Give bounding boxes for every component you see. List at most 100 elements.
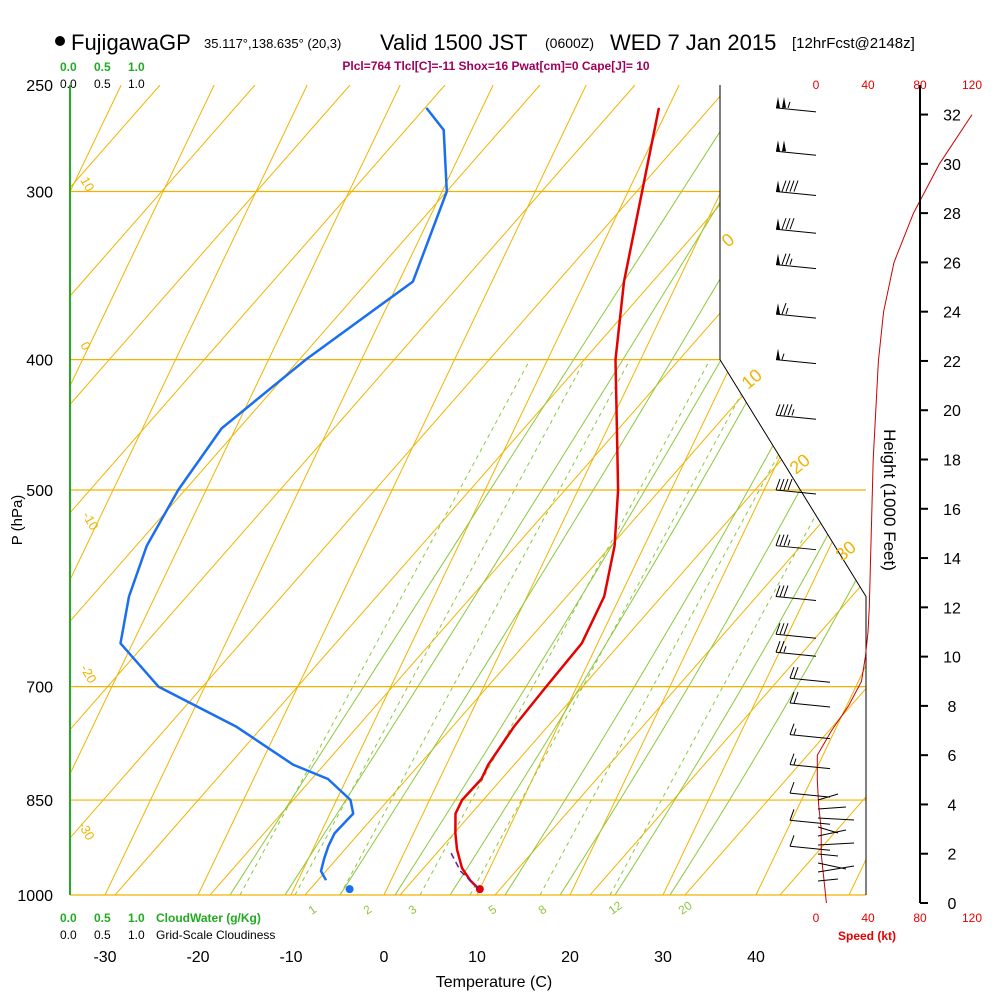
wind-barb-staff (789, 734, 831, 740)
height-tick-label: 2 (948, 847, 957, 864)
speed-tick-label-bottom: 40 (861, 911, 875, 925)
wind-barb-feather (779, 404, 785, 416)
wind-barb-pennant (776, 140, 780, 152)
wind-barb-feather (789, 835, 795, 847)
wind-barb (789, 691, 831, 708)
speed-tick-label-top: 0 (813, 78, 820, 92)
wind-barb-half-feather (793, 758, 797, 765)
cloudiness-top-tick-0: 0.0 (60, 77, 77, 91)
dry-adiabat (970, 85, 1000, 895)
wind-barb (775, 641, 817, 657)
parcel-trace (450, 852, 480, 890)
wind-barb-half-feather (793, 728, 797, 735)
wind-barb-staff (775, 633, 817, 639)
height-tick-label: 22 (943, 354, 961, 371)
isotherm-label: 10 (77, 174, 97, 194)
cloudwater-top-tick-0: 0.0 (60, 60, 77, 74)
cloudiness-label: Grid-Scale Cloudiness (156, 928, 275, 942)
wind-barb-low-level (817, 793, 839, 801)
wind-barb-feather (779, 585, 785, 597)
temperature-tick-label: -10 (279, 949, 302, 966)
wind-barb (789, 753, 831, 770)
dewpoint-profile (119, 107, 449, 881)
wind-barb-low-level (817, 842, 855, 846)
wind-barb-feather (775, 478, 781, 491)
wind-barb-feather (779, 478, 785, 491)
wind-barb-staff (775, 596, 817, 602)
cloudiness-top-tick-1: 0.5 (94, 77, 111, 91)
wind-barb-staff (789, 764, 831, 770)
pressure-tick-label: 700 (26, 680, 53, 697)
wind-barb (789, 781, 831, 798)
cloudwater-top-tick-1: 0.5 (94, 60, 111, 74)
wind-barb-feather (781, 180, 787, 192)
cloudiness-bottom-tick-1: 0.5 (94, 928, 111, 942)
wind-barb-feather (775, 404, 781, 416)
wind-barb-pennant (782, 96, 786, 108)
isotherm-label: 30 (832, 537, 860, 565)
x-axis-title: Temperature (C) (436, 974, 552, 991)
station-marker-icon (55, 36, 65, 46)
wind-barb-feather (785, 180, 791, 192)
dry-adiabat (589, 85, 866, 895)
wind-barb (775, 180, 817, 197)
wind-barb (775, 348, 817, 365)
wind-barb (789, 835, 831, 851)
wind-barb-feather (793, 691, 799, 704)
wind-barb-feather (783, 585, 789, 597)
wind-barb (775, 253, 817, 270)
mixing-ratio-label: 1 (306, 902, 320, 917)
temperature-tick-label: 40 (747, 949, 765, 966)
wind-barb (775, 534, 817, 551)
isotherm (755, 85, 866, 895)
y-axis-title: P (hPa) (9, 495, 26, 546)
wind-barb-feather (789, 781, 795, 794)
isotherm-label: -30 (75, 819, 97, 843)
mixing-ratio-line (239, 359, 531, 895)
wind-barb-feather (789, 180, 795, 192)
wind-barb-feather (779, 623, 785, 635)
wind-barb-low-level (817, 853, 839, 857)
valid-time: Valid 1500 JST (380, 30, 528, 55)
stability-indices: Plcl=764 Tlcl[C]=-11 Shox=16 Pwat[cm]=0 … (342, 59, 649, 73)
height-axis-title: Height (1000 Feet) (880, 429, 899, 571)
temperature-tick-label: -30 (93, 949, 116, 966)
height-tick-label: 30 (943, 157, 961, 174)
speed-tick-label-top: 40 (861, 78, 875, 92)
wind-barb-staff (789, 819, 831, 825)
wind-barb-feather (775, 641, 781, 653)
speed-tick-label-top: 120 (962, 78, 982, 92)
station-coords: 35.117°,138.635° (20,3) (204, 36, 341, 51)
mixing-ratio-label: 2 (361, 902, 375, 917)
cloudwater-bottom-tick-1: 0.5 (94, 911, 111, 925)
wind-barb-staff (775, 359, 817, 365)
height-tick-label: 10 (943, 650, 961, 667)
wind-barb-half-feather (785, 307, 789, 315)
height-tick-label: 4 (948, 797, 957, 814)
wind-speed-profile (816, 114, 973, 904)
wind-barb (775, 218, 817, 234)
wind-barb (789, 809, 831, 825)
wind-panel: 0040408080120120 (775, 78, 982, 925)
pressure-tick-label: 500 (26, 483, 53, 500)
temperature-profile (454, 107, 661, 890)
wind-barb-feather (783, 623, 789, 635)
height-tick-label: 6 (948, 748, 957, 765)
wind-barb-low-level (817, 817, 855, 821)
cloudiness-bottom-tick-2: 1.0 (128, 928, 145, 942)
wind-barb-half-feather (789, 258, 793, 265)
wind-barb (789, 723, 831, 740)
wind-barb-staff (775, 545, 817, 551)
wind-barb (775, 623, 817, 639)
cloudwater-top-tick-2: 1.0 (128, 60, 145, 74)
wind-barb-feather (779, 534, 785, 546)
cloudwater-bottom-tick-0: 0.0 (60, 911, 77, 925)
wind-barb-staff (789, 845, 831, 851)
isotherm-label: 10 (738, 365, 766, 393)
wind-barb-half-feather (787, 539, 791, 546)
dry-adiabat (70, 85, 351, 895)
isotherm-label: 0 (718, 229, 739, 251)
wind-barb-feather (783, 534, 789, 546)
